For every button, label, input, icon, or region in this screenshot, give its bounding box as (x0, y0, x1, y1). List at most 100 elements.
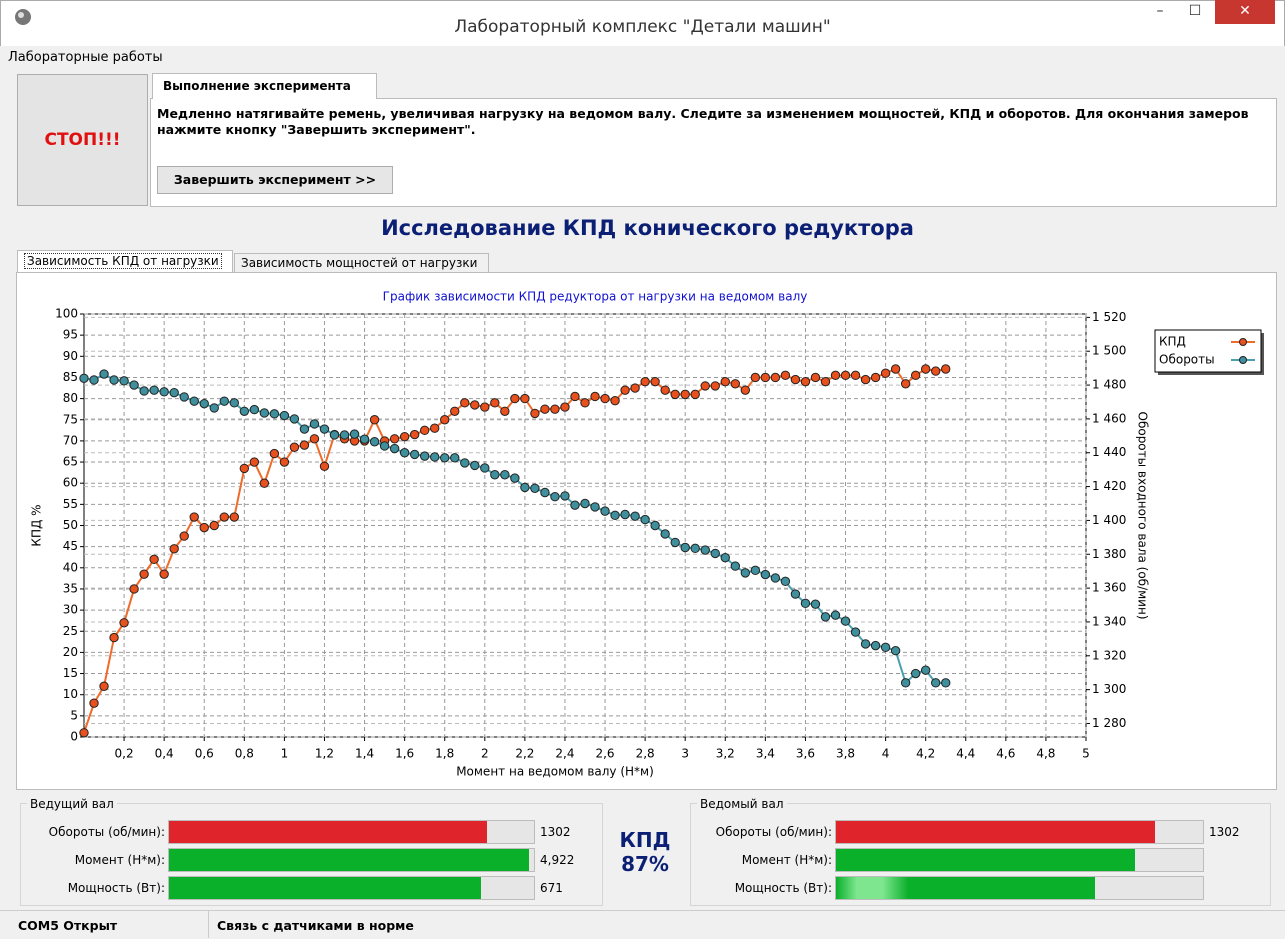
chart-tab-active[interactable]: Зависимость КПД от нагрузки (17, 250, 233, 273)
y-tick-label: 15 (63, 666, 78, 680)
data-point (920, 665, 931, 675)
data-point (279, 410, 290, 421)
tab[interactable]: Выполнение эксперимента (152, 73, 377, 99)
x-tick-label: 1 (281, 747, 289, 761)
data-point (209, 403, 219, 413)
chart-tab[interactable]: Зависимость мощностей от нагрузки (234, 253, 489, 273)
data-point (720, 552, 730, 563)
data-point (480, 463, 490, 473)
data-point (830, 370, 841, 381)
data-point (460, 458, 470, 468)
data-point (810, 372, 821, 383)
data-point (800, 376, 811, 387)
data-point (199, 522, 209, 533)
data-point (139, 386, 149, 396)
data-point (369, 415, 380, 425)
y2-tick-label: 1 420 (1092, 479, 1126, 493)
row-label: Обороты (об/мин): (48, 825, 165, 839)
data-point (580, 498, 590, 509)
data-point (440, 453, 450, 463)
panel-driving (20, 803, 603, 906)
data-point (931, 678, 941, 688)
x-tick-label: 4 (882, 747, 890, 761)
data-point (780, 576, 791, 587)
data-point (289, 414, 300, 424)
row-value: 4,922 (540, 853, 575, 867)
data-point (530, 408, 540, 419)
data-point (399, 448, 410, 458)
data-point (590, 391, 600, 402)
data-point (710, 381, 720, 391)
data-point (389, 434, 400, 444)
y-tick-label: 5 (70, 708, 78, 722)
data-point (850, 370, 861, 381)
panel-title: Ведущий вал (27, 797, 117, 811)
data-point (119, 618, 129, 628)
kpd-label: КПД (619, 828, 671, 852)
x-tick-label: 2,2 (515, 747, 534, 761)
data-point (450, 406, 460, 416)
legend-label: КПД (1159, 335, 1186, 349)
x-tick-label: 3 (681, 747, 689, 761)
progress-track (168, 876, 535, 900)
data-point (480, 402, 490, 412)
data-point (470, 460, 480, 471)
data-point (149, 385, 159, 395)
data-point (199, 398, 209, 409)
x-tick-label: 5 (1082, 747, 1090, 761)
data-point (770, 573, 781, 583)
data-point (860, 639, 871, 649)
x-tick-label: 2,6 (595, 747, 614, 761)
data-point (690, 389, 700, 400)
x-tick-label: 0,4 (155, 747, 174, 761)
data-point (760, 569, 771, 580)
progress-fill (169, 849, 529, 871)
maximize-button[interactable]: ☐ (1188, 3, 1202, 19)
minimize-button[interactable]: – (1156, 3, 1164, 19)
data-point (490, 398, 500, 408)
x-tick-label: 3,2 (716, 747, 735, 761)
data-point (590, 502, 600, 512)
data-point (399, 431, 410, 442)
data-point (470, 400, 480, 410)
data-point (640, 376, 650, 387)
row-label: Момент (Н*м): (741, 853, 832, 867)
data-point (710, 548, 720, 559)
data-point (941, 364, 951, 374)
x-tick-label: 0,8 (235, 747, 254, 761)
data-point (750, 565, 761, 576)
y-tick-label: 95 (63, 328, 78, 342)
data-point (329, 430, 340, 440)
y-tick-label: 75 (63, 412, 78, 426)
close-button[interactable]: ✕ (1215, 0, 1275, 24)
data-point (670, 537, 680, 548)
data-point (730, 561, 740, 571)
menu-item[interactable]: Лабораторные работы (8, 50, 163, 65)
y2-tick-label: 1 520 (1092, 310, 1126, 324)
status-port: COM5 Открыт (18, 918, 118, 933)
y-tick-label: 65 (63, 455, 78, 469)
progress-track (835, 820, 1204, 844)
data-point (700, 381, 710, 391)
data-point (279, 457, 290, 467)
y2-tick-label: 1 500 (1092, 344, 1126, 358)
data-point (99, 681, 109, 691)
data-point (740, 568, 751, 578)
data-point (520, 393, 530, 404)
stop-button[interactable]: СТОП!!! (17, 74, 148, 206)
chart-area: График зависимости КПД редуктора от нагр… (16, 272, 1277, 790)
data-point (159, 387, 169, 397)
x-tick-label: 1,2 (315, 747, 334, 761)
y-tick-label: 85 (63, 370, 78, 384)
y-tick-label: 100 (55, 307, 78, 321)
data-point (179, 531, 189, 541)
data-point (550, 404, 560, 414)
data-point (359, 434, 370, 444)
data-point (430, 423, 440, 433)
progress-track (835, 876, 1204, 900)
data-point (720, 376, 730, 387)
data-point (510, 473, 520, 483)
data-point (890, 364, 901, 374)
data-point (840, 370, 851, 381)
finish-button[interactable]: Завершить эксперимент >> (157, 166, 393, 194)
